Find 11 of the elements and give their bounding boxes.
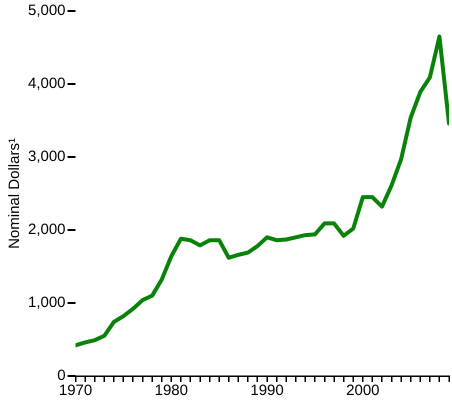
y-axis-title: Nominal Dollars¹ [6, 138, 24, 249]
y-tick-label: 5,000 [28, 2, 66, 20]
y-tick-label: 0 [57, 367, 66, 384]
x-tick-label: 1990 [250, 382, 284, 400]
x-tick-label: 1980 [154, 382, 188, 400]
y-tick-label: 3,000 [28, 148, 66, 166]
x-tick-label: 2000 [346, 382, 380, 400]
y-tick-label: 1,000 [28, 294, 66, 312]
x-tick-label: 1970 [58, 382, 92, 400]
y-tick-label: 2,000 [28, 221, 66, 238]
y-tick-label: 4,000 [28, 75, 66, 92]
